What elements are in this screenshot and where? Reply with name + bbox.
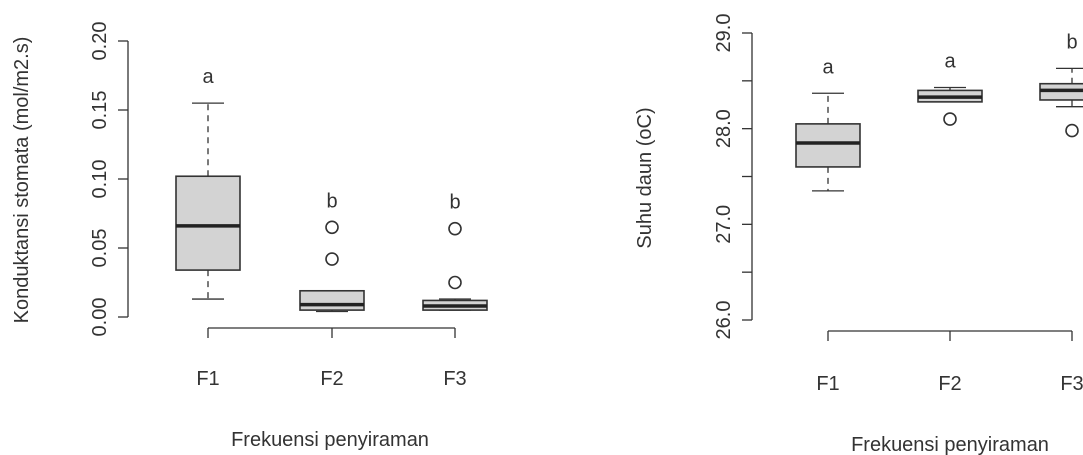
left-box-F1: a [175, 66, 241, 300]
left-y-tick-label: 0.10 [89, 160, 111, 199]
left-y-axis-title: Konduktansi stomata (mol/m2.s) [11, 37, 33, 324]
outlier-point [1065, 123, 1079, 138]
outlier-point [448, 221, 462, 236]
right-box-F2: a [917, 51, 983, 126]
left-x-tick-label: F2 [320, 368, 343, 390]
significance-letter: b [449, 192, 460, 214]
right-x-tick-label: F2 [938, 373, 961, 395]
box-iqr [299, 289, 365, 311]
left-y-tick-label: 0.05 [89, 229, 111, 268]
right-y-tick-label: 26.0 [713, 301, 735, 340]
right-box-F3: b [1039, 31, 1083, 138]
left-x-axis: F1 F2 F3 [196, 327, 467, 390]
right-boxes: a a b [795, 31, 1083, 192]
outlier-point [325, 220, 339, 235]
left-boxes: a b b [175, 66, 488, 313]
right-box-F1: a [795, 56, 861, 192]
left-x-axis-title: Frekuensi penyiraman [231, 429, 429, 451]
panel-right: 26.0 27.0 28.0 29.0 F1 F2 F3 a a b Frekuensi pe… [634, 14, 1083, 455]
left-x-tick-label: F3 [443, 368, 466, 390]
outlier-point [943, 112, 957, 126]
significance-letter: b [1066, 31, 1077, 53]
significance-letter: b [326, 190, 337, 212]
left-y-tick-label: 0.00 [89, 298, 111, 337]
right-y-axis: 26.0 27.0 28.0 29.0 [713, 14, 753, 340]
left-box-F3: b [422, 192, 488, 311]
left-y-tick-label: 0.15 [89, 91, 111, 130]
right-y-tick-label: 27.0 [713, 205, 735, 244]
significance-letter: a [944, 51, 956, 73]
right-y-tick-label: 29.0 [713, 14, 735, 53]
right-x-axis-title: Frekuensi penyiraman [851, 434, 1049, 455]
right-y-tick-label: 28.0 [713, 109, 735, 148]
box-iqr [795, 123, 861, 168]
significance-letter: a [822, 56, 834, 78]
outlier-point [325, 252, 339, 266]
box-iqr [175, 175, 241, 271]
right-x-tick-label: F1 [816, 373, 839, 395]
left-box-F2: b [299, 190, 365, 313]
outlier-point [448, 275, 462, 290]
significance-letter: a [202, 66, 214, 88]
panel-left: 0.00 0.05 0.10 0.15 0.20 F1 F2 F3 a b b Frekuens… [11, 22, 488, 451]
left-y-axis: 0.00 0.05 0.10 0.15 0.20 [89, 22, 129, 337]
right-x-axis: F1 F2 F3 [816, 330, 1083, 395]
right-y-axis-title: Suhu daun (oC) [634, 107, 656, 248]
right-x-tick-label: F3 [1060, 373, 1083, 395]
left-y-tick-label: 0.20 [89, 22, 111, 61]
left-x-tick-label: F1 [196, 368, 219, 390]
